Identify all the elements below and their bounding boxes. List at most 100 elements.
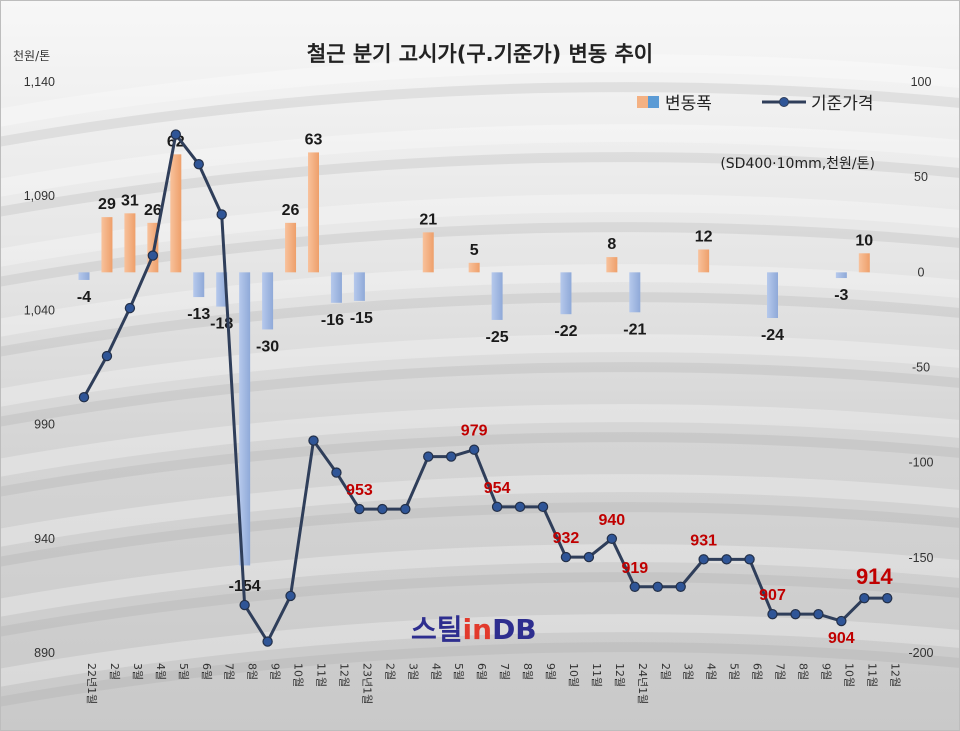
- price-point: [514, 501, 526, 513]
- price-label: 904: [828, 630, 855, 647]
- change-bar: [422, 232, 434, 273]
- price-line-series: [78, 129, 893, 647]
- rebar-highlight: [1, 614, 959, 687]
- price-label: 932: [553, 530, 580, 547]
- change-bar: [170, 154, 182, 273]
- rebar-shadow: [1, 502, 959, 567]
- change-bar: [767, 272, 778, 319]
- left-axis-unit: 천원/톤: [13, 48, 50, 63]
- change-bar: [101, 217, 113, 273]
- chart-subtitle: (SD400·10mm,천원/톤): [720, 156, 875, 172]
- rebar-highlight: [1, 124, 959, 197]
- price-point: [124, 302, 136, 314]
- change-bar-label: 31: [121, 192, 139, 209]
- change-bar: [285, 222, 297, 273]
- price-point: [606, 533, 618, 545]
- change-bar-label: -21: [623, 321, 646, 338]
- x-tick-label: 11월: [865, 663, 878, 687]
- price-point: [170, 129, 181, 140]
- price-point: [285, 590, 296, 602]
- x-tick-label: 8월: [246, 663, 259, 680]
- change-bar: [468, 262, 480, 273]
- x-tick-label: 7월: [498, 663, 511, 680]
- x-tick-label: 3월: [682, 663, 695, 680]
- right-tick-label: 50: [914, 170, 928, 184]
- price-point: [262, 636, 273, 647]
- price-point: [882, 592, 893, 604]
- price-point: [813, 608, 824, 620]
- x-tick-label: 3월: [406, 663, 419, 680]
- x-tick-label: 2월: [659, 663, 672, 680]
- price-point: [78, 391, 90, 403]
- x-tick-label: 4월: [429, 663, 442, 680]
- price-point: [216, 209, 227, 220]
- chart-title: 철근 분기 고시가(구.기준가) 변동 추이: [307, 42, 653, 66]
- price-point: [836, 615, 847, 627]
- change-bar-label: 10: [855, 232, 873, 249]
- x-tick-label: 2월: [108, 663, 121, 680]
- right-axis-ticks: 100 50 0 -50 -100 -150 -200: [908, 75, 933, 660]
- price-point: [239, 599, 250, 611]
- rebar-highlight: [1, 54, 959, 127]
- x-tick-label: 5월: [177, 663, 190, 680]
- change-bar: [262, 272, 274, 330]
- price-point: [652, 581, 663, 592]
- price-point: [744, 554, 755, 565]
- x-tick-label: 9월: [269, 663, 282, 680]
- change-bar: [78, 272, 90, 280]
- change-bar: [698, 249, 710, 273]
- x-tick-label: 5월: [728, 663, 741, 680]
- change-bar: [193, 272, 205, 298]
- rebar-shadow: [1, 362, 959, 427]
- price-point: [675, 581, 686, 592]
- rebar-shadow: [1, 642, 959, 707]
- price-labels: 953 979 954 932 940 919 931 907 904 914: [346, 423, 893, 647]
- price-point: [491, 501, 503, 513]
- rebar-shadow: [1, 152, 959, 217]
- price-point: [308, 435, 319, 446]
- price-label: 919: [621, 560, 648, 577]
- change-bar-label: 26: [144, 202, 162, 219]
- change-bar-label: 21: [419, 211, 437, 228]
- rebar-shadow: [1, 572, 959, 637]
- x-tick-label: 7월: [774, 663, 787, 680]
- x-tick-label: 24년1월: [636, 663, 649, 704]
- price-point: [859, 592, 870, 604]
- price-label: 907: [759, 587, 786, 604]
- change-bar-label: 5: [470, 242, 479, 259]
- x-tick-label: 3월: [131, 663, 144, 680]
- legend-line-marker: [779, 97, 789, 107]
- legend-bar-swatch-blue: [648, 96, 659, 108]
- x-tick-label: 9월: [544, 663, 557, 680]
- x-tick-label: 4월: [154, 663, 167, 680]
- price-point: [583, 551, 595, 563]
- change-bar-label: -22: [554, 323, 577, 340]
- x-tick-label: 23년1월: [360, 663, 373, 704]
- rebar-shadow: [1, 432, 959, 497]
- price-label: 914: [856, 564, 893, 589]
- left-tick-label: 1,090: [24, 189, 55, 203]
- price-point: [377, 503, 388, 515]
- left-tick-label: 940: [34, 532, 55, 546]
- x-tick-label: 12월: [613, 663, 626, 687]
- price-point: [193, 159, 204, 170]
- change-bar-label: 63: [305, 131, 323, 148]
- x-tick-label: 2월: [383, 663, 396, 680]
- price-point: [698, 554, 709, 565]
- x-tick-label: 10월: [842, 663, 855, 687]
- rebar-highlight: [1, 334, 959, 407]
- right-tick-label: -150: [908, 551, 933, 565]
- left-tick-label: 1,040: [24, 303, 55, 317]
- right-tick-label: 100: [911, 75, 932, 89]
- x-tick-label: 22년1월: [85, 663, 98, 704]
- change-bar: [308, 152, 319, 273]
- change-bar: [353, 272, 365, 301]
- change-bar-label: 8: [607, 236, 616, 253]
- change-bar-label: -13: [187, 306, 210, 323]
- change-bar-label: -3: [834, 287, 848, 304]
- right-tick-label: -50: [912, 361, 930, 375]
- rebar-highlight: [1, 544, 959, 617]
- x-tick-label: 11월: [590, 663, 603, 687]
- change-bar: [560, 272, 572, 315]
